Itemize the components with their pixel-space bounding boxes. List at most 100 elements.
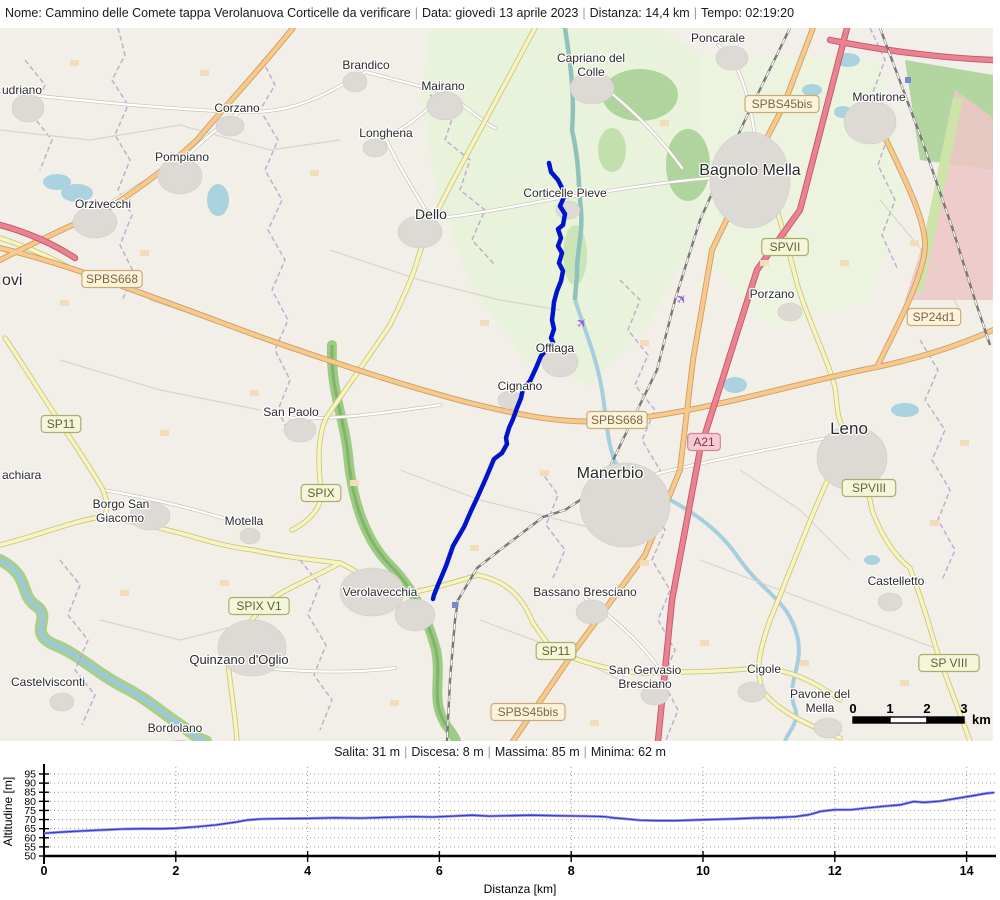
elevation-profile-line [43,791,995,834]
place-label: Longhena [359,126,413,140]
track-name: Nome: Cammino delle Comete tappa Verolan… [5,6,411,20]
map-scale-bar: 0 1 2 3 km [849,701,990,727]
place-label: San Paolo [263,405,319,419]
place-label: achiara [2,468,42,482]
x-tick-label: 10 [696,864,710,878]
place-label: Bagnolo Mella [699,162,801,179]
svg-text:SPVIII: SPVIII [852,481,886,495]
place-label: Giacomo [96,511,144,525]
stat-discesa: Discesa: 8 m [411,745,484,759]
place-label: Colle [577,65,605,79]
y-tick-label: 75 [24,805,36,817]
road-shield: SP VIII [918,653,980,673]
place-label: Bassano Bresciano [533,585,637,599]
road-shield: SPBS668 [81,269,143,289]
place-label: Orzivecchi [75,197,131,211]
place-label: Cigole [747,662,781,676]
place-label: Bordolano [148,721,203,735]
road-shield: SPBS45bis [490,702,566,722]
y-tick-label: 80 [24,796,36,808]
farmland-patches [60,60,969,726]
place-label: Mella [806,701,835,715]
chart-grid [46,767,996,854]
x-tick-label: 4 [304,864,311,878]
y-tick-label: 85 [24,787,36,799]
gps-route-track [430,160,568,602]
x-tick-label: 8 [568,864,575,878]
place-label: Montirone [852,90,906,104]
stat-massima: Massima: 85 m [494,745,580,759]
track-date: Data: giovedì 13 aprile 2023 [422,6,579,20]
svg-text:2: 2 [923,701,930,716]
place-label: Poncarale [691,31,745,45]
svg-text:0: 0 [849,701,856,716]
place-label: Cignano [498,379,543,393]
place-label: Pavone del [790,687,850,701]
station-icon [905,77,911,83]
road-shield: A21 [687,432,721,452]
svg-text:SPBS45bis: SPBS45bis [752,97,813,111]
svg-text:SP VIII: SP VIII [930,656,967,670]
place-label: Corticelle Pieve [523,186,607,200]
svg-text:1: 1 [886,701,893,716]
place-label: Pompiano [155,150,209,164]
y-tick-label: 55 [24,841,36,853]
place-label: Porzano [750,287,795,301]
station-icon [452,602,458,608]
road-shield: SPBS45bis [744,94,820,114]
place-label: Manerbio [577,465,644,482]
y-tick-label: 70 [24,814,36,826]
svg-text:SPBS668: SPBS668 [591,413,643,427]
x-axis-title: Distanza [km] [484,882,557,896]
place-label: ovi [2,272,22,289]
track-time: Tempo: 02:19:20 [700,6,795,20]
svg-text:A21: A21 [693,435,715,449]
y-tick-label: 65 [24,823,36,835]
place-label: Capriano del [557,51,625,65]
road-shield: SP24d1 [906,307,962,327]
place-label: Borgo San [93,497,150,511]
svg-text:km: km [972,712,991,727]
stat-salita: Salita: 31 m [334,745,401,759]
road-shield: SPIX [300,483,342,503]
place-label: Offlaga [536,341,575,355]
svg-text:SP11: SP11 [542,644,571,658]
place-label: Verolavecchia [343,585,418,599]
y-tick-label: 95 [24,769,36,781]
y-tick-label: 90 [24,778,36,790]
svg-text:SPIX V1: SPIX V1 [236,599,282,613]
x-tick-label: 2 [172,864,179,878]
road-shield: SPIX V1 [228,596,290,616]
road-shield: SP11 [40,414,82,434]
place-label: Motella [225,514,264,528]
svg-text:SPVII: SPVII [770,240,801,254]
track-info-bar: Nome: Cammino delle Comete tappa Verolan… [5,6,795,20]
y-tick-label: 50 [24,851,36,863]
place-label: Castelletto [868,574,925,588]
place-label: Dello [415,206,447,222]
road-shield: SPVIII [841,478,897,498]
svg-text:SP24d1: SP24d1 [913,310,956,324]
svg-text:SPBS45bis: SPBS45bis [498,705,559,719]
svg-text:3: 3 [960,701,967,716]
road-shield: SPVII [761,237,809,257]
svg-text:SP11: SP11 [47,417,76,431]
rivers-layer [0,28,919,741]
railway-layer [445,28,992,741]
place-label: Leno [830,419,868,438]
x-tick-label: 12 [828,864,842,878]
place-label: Bresciano [618,677,672,691]
place-label: Corzano [214,101,260,115]
place-label: Mairano [421,79,465,93]
place-label: Brandico [342,58,390,72]
svg-text:SPIX: SPIX [307,486,334,500]
svg-text:SPBS668: SPBS668 [86,272,138,286]
elevation-stats-bar: Salita: 31 m | Discesa: 8 m | Massima: 85 m |… [334,745,666,759]
place-label: San Gervasio [609,663,682,677]
place-label: Castelvisconti [11,675,85,689]
track-distance: Distanza: 14,4 km [589,6,690,20]
place-label: Quinzano d'Oglio [189,652,288,667]
map-canvas[interactable]: ✈ ✈ udriano Corzano Pompiano Orzivecchi Brand… [0,28,993,741]
